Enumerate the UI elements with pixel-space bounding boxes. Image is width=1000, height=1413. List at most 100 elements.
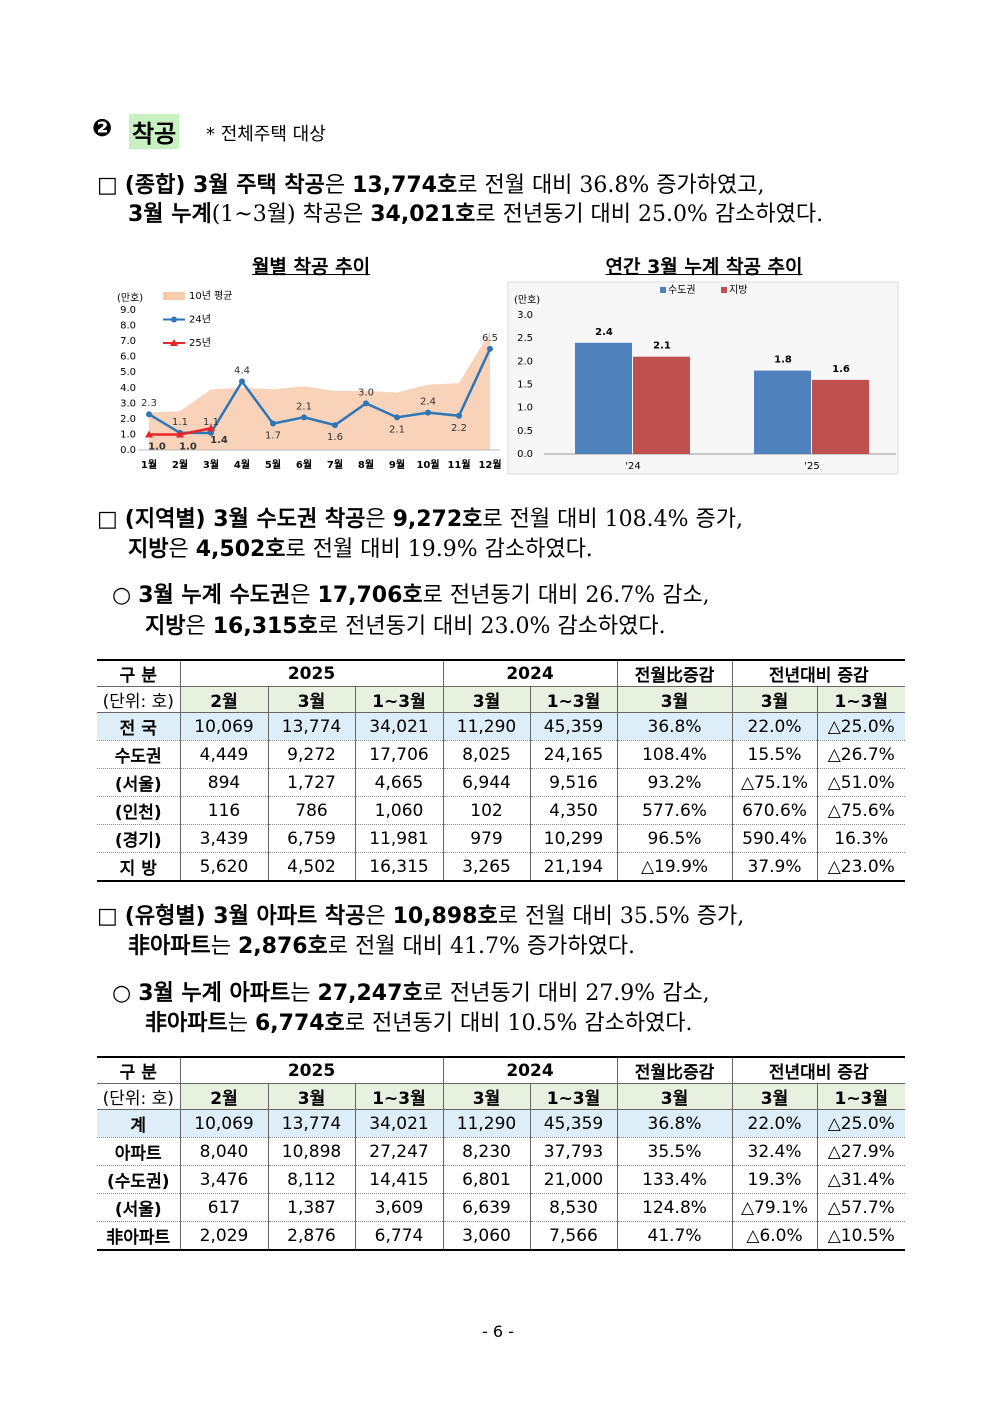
table-cell: △19.9% bbox=[616, 852, 733, 881]
table-row: 아파트 8,040 10,898 27,247 8,230 37,793 35.5% 32.4… bbox=[97, 1137, 906, 1166]
table-cell: 22.0% bbox=[731, 712, 818, 741]
text-line: □ (지역별) 3월 수도권 착공은 9,272호로 전월 대비 108.4% … bbox=[97, 506, 743, 534]
data-label: 1.6 bbox=[832, 364, 850, 375]
x-tick-label: 8월 bbox=[358, 459, 374, 471]
table-cell: 133.4% bbox=[616, 1165, 733, 1194]
table-cell: 102 bbox=[442, 796, 530, 825]
data-table: 구 분 2025 2024 전월比증감 전년대비 증감 (단위: 호) 2월 3월 1~3월 3월… bbox=[97, 1056, 906, 1251]
header-cell: 전월比증감 bbox=[616, 660, 733, 687]
table-cell: 19.3% bbox=[731, 1165, 818, 1194]
bold-text: 13,774호 bbox=[352, 173, 458, 198]
bold-text: 4,502호 bbox=[195, 537, 286, 562]
text-line: 非아파트는 6,774호로 전년동기 대비 10.5% 감소하였다. bbox=[145, 1010, 693, 1038]
bold-text: 非아파트 bbox=[128, 934, 211, 959]
bold-text: 非아파트 bbox=[145, 1011, 228, 1036]
row-label: (서울) bbox=[97, 1193, 180, 1222]
axis-unit: (만호) bbox=[117, 292, 143, 304]
y-tick-label: 1.0 bbox=[517, 403, 533, 414]
table-cell: 670.6% bbox=[731, 796, 818, 825]
heading-title: 착공 bbox=[129, 114, 180, 149]
text: 로 전년동기 대비 27.9% 감소, bbox=[422, 981, 710, 1006]
text: 로 전월 대비 36.8% 증가하였고, bbox=[457, 173, 765, 198]
table-cell: 590.4% bbox=[731, 824, 818, 853]
table-cell: 7,566 bbox=[529, 1221, 618, 1250]
bold-text: 16,315호 bbox=[212, 614, 318, 639]
header-cell: 3월 bbox=[731, 686, 818, 713]
header-cell: 3월 bbox=[267, 1083, 355, 1110]
table-cell: 93.2% bbox=[616, 768, 733, 797]
heading-number: ❷ bbox=[92, 114, 113, 142]
header-row: 구 분 2025 2024 전월比증감 전년대비 증감 bbox=[97, 1057, 906, 1084]
bold-text: 지방 bbox=[128, 537, 169, 562]
table-cell: 6,639 bbox=[442, 1193, 530, 1222]
data-label: 2.4 bbox=[420, 397, 436, 408]
legend-label: 수도권 bbox=[668, 284, 696, 296]
table-cell: 34,021 bbox=[354, 1109, 443, 1138]
text: □ bbox=[97, 173, 125, 198]
legend-label: 지방 bbox=[729, 284, 747, 296]
table-cell: 8,230 bbox=[442, 1137, 530, 1166]
data-label: 1.1 bbox=[172, 417, 188, 428]
table-row: 전 국 10,069 13,774 34,021 11,290 45,359 36.8% 22… bbox=[97, 712, 906, 741]
bold-text: 10,898호 bbox=[392, 904, 498, 929]
table-cell: 24,165 bbox=[529, 740, 618, 769]
table-cell: 13,774 bbox=[267, 712, 355, 741]
text: ○ bbox=[112, 583, 139, 608]
header-cell: 2024 bbox=[442, 1057, 618, 1084]
table-cell: 10,069 bbox=[179, 712, 268, 741]
marker bbox=[394, 414, 400, 421]
header-cell: 3월 bbox=[442, 1083, 530, 1110]
table-row: 非아파트 2,029 2,876 6,774 3,060 7,566 41.7% △6.0% △… bbox=[97, 1221, 906, 1250]
table-cell: 37,793 bbox=[529, 1137, 618, 1166]
header-cell: 구 분 bbox=[97, 1057, 180, 1084]
text: 은 bbox=[365, 507, 393, 532]
table-cell: △31.4% bbox=[816, 1165, 906, 1194]
table-cell: △26.7% bbox=[816, 740, 906, 769]
bold-text: (종합) 3월 주택 착공 bbox=[124, 173, 325, 198]
y-tick-label: 1.0 bbox=[120, 429, 136, 440]
y-tick-label: 2.5 bbox=[517, 333, 533, 344]
y-tick-label: 7.0 bbox=[120, 336, 136, 347]
data-label: 2.1 bbox=[389, 424, 405, 435]
header-cell: 3월 bbox=[731, 1083, 818, 1110]
text: □ bbox=[97, 507, 125, 532]
text: □ bbox=[97, 904, 125, 929]
table-cell: 16.3% bbox=[816, 824, 906, 853]
text: 은 bbox=[290, 583, 318, 608]
x-tick-label: 5월 bbox=[265, 459, 281, 471]
data-label: 1.6 bbox=[327, 432, 343, 443]
table-cell: △23.0% bbox=[816, 852, 906, 881]
table-cell: 11,290 bbox=[442, 1109, 530, 1138]
bold-text: 2,876호 bbox=[237, 934, 328, 959]
text: 로 전월 대비 35.5% 증가, bbox=[497, 904, 745, 929]
table-cell: 9,516 bbox=[529, 768, 618, 797]
data-label: 2.3 bbox=[141, 398, 157, 409]
marker bbox=[456, 412, 462, 419]
data-label: 3.0 bbox=[358, 387, 374, 398]
table-cell: 45,359 bbox=[529, 1109, 618, 1138]
heading-note: * 전체주택 대상 bbox=[206, 124, 326, 145]
table-cell: 15.5% bbox=[731, 740, 818, 769]
table-cell: 10,299 bbox=[529, 824, 618, 853]
row-label: (경기) bbox=[97, 824, 180, 853]
header-cell: 전년대비 증감 bbox=[731, 1057, 906, 1084]
text-line: 지방은 16,315호로 전년동기 대비 23.0% 감소하였다. bbox=[145, 613, 666, 641]
marker bbox=[363, 400, 369, 407]
text-line: □ (유형별) 3월 아파트 착공은 10,898호로 전월 대비 35.5% … bbox=[97, 903, 744, 931]
bold-text: (유형별) 3월 아파트 착공 bbox=[124, 904, 366, 929]
text: 은 bbox=[365, 904, 393, 929]
chart-title: 월별 착공 추이 bbox=[251, 256, 371, 278]
table-cell: 41.7% bbox=[616, 1221, 733, 1250]
marker bbox=[207, 424, 215, 432]
bold-text: 3월 누계 수도권 bbox=[138, 583, 291, 608]
x-tick-label: 3월 bbox=[203, 459, 219, 471]
table-cell: 108.4% bbox=[616, 740, 733, 769]
table-cell: 8,040 bbox=[179, 1137, 268, 1166]
table-cell: 10,898 bbox=[267, 1137, 355, 1166]
data-label: 2.1 bbox=[296, 401, 312, 412]
table-cell: △51.0% bbox=[816, 768, 906, 797]
table-cell: 3,476 bbox=[179, 1165, 268, 1194]
y-tick-label: 0.5 bbox=[517, 426, 533, 437]
marker bbox=[176, 430, 184, 438]
marker bbox=[270, 420, 276, 427]
